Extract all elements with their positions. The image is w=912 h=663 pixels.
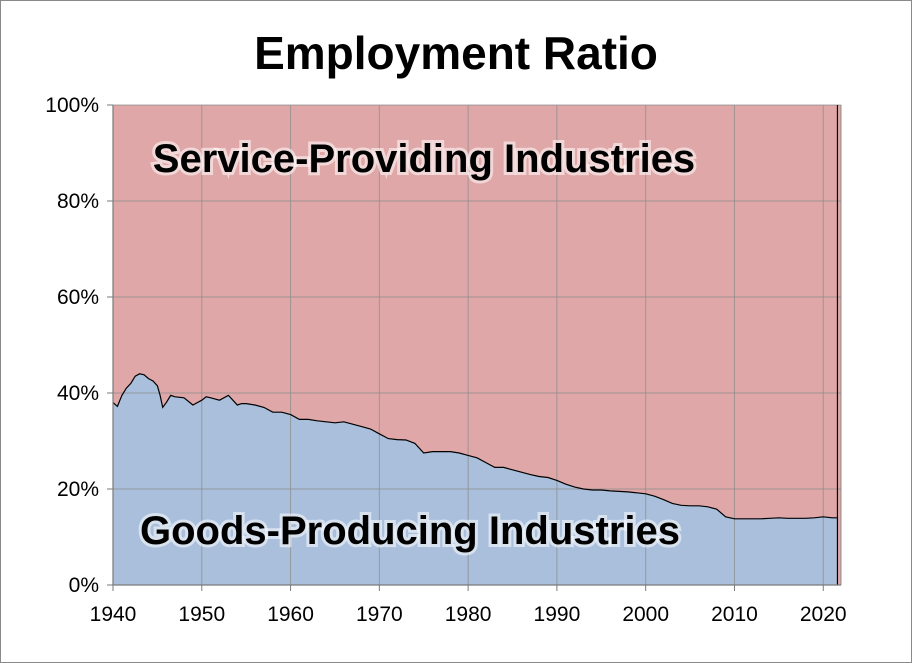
goods-producing-line xyxy=(112,373,838,520)
chart-title: Employment Ratio xyxy=(254,27,658,79)
service-providing-area xyxy=(113,105,838,519)
x-tick-label: 2020 xyxy=(800,603,847,626)
x-tick-label: 1940 xyxy=(90,603,137,626)
x-tick-label: 2000 xyxy=(622,603,669,626)
x-tick-label: 1990 xyxy=(534,603,581,626)
y-axis-ticks: 0% 20% 40% 60% 80% 100% xyxy=(45,94,113,597)
y-tick-label: 100% xyxy=(45,94,99,117)
x-tick-label: 1980 xyxy=(445,603,492,626)
goods-producing-area xyxy=(113,373,838,585)
y-tick-label: 0% xyxy=(69,574,99,597)
y-tick-label: 80% xyxy=(57,190,99,213)
axes xyxy=(112,105,841,586)
x-axis-ticks: 1940 1950 1960 1970 1980 1990 2000 2010 2020 xyxy=(90,585,847,626)
goods-producing-label: Goods-Producing Industries xyxy=(140,509,680,553)
y-tick-label: 60% xyxy=(57,286,99,309)
y-tick-label: 20% xyxy=(57,478,99,501)
x-tick-label: 2010 xyxy=(711,603,758,626)
x-tick-label: 1950 xyxy=(178,603,225,626)
y-tick-label: 40% xyxy=(57,382,99,405)
x-tick-label: 1960 xyxy=(267,603,314,626)
x-tick-label: 1970 xyxy=(356,603,403,626)
service-providing-label: Service-Providing Industries xyxy=(153,137,695,181)
